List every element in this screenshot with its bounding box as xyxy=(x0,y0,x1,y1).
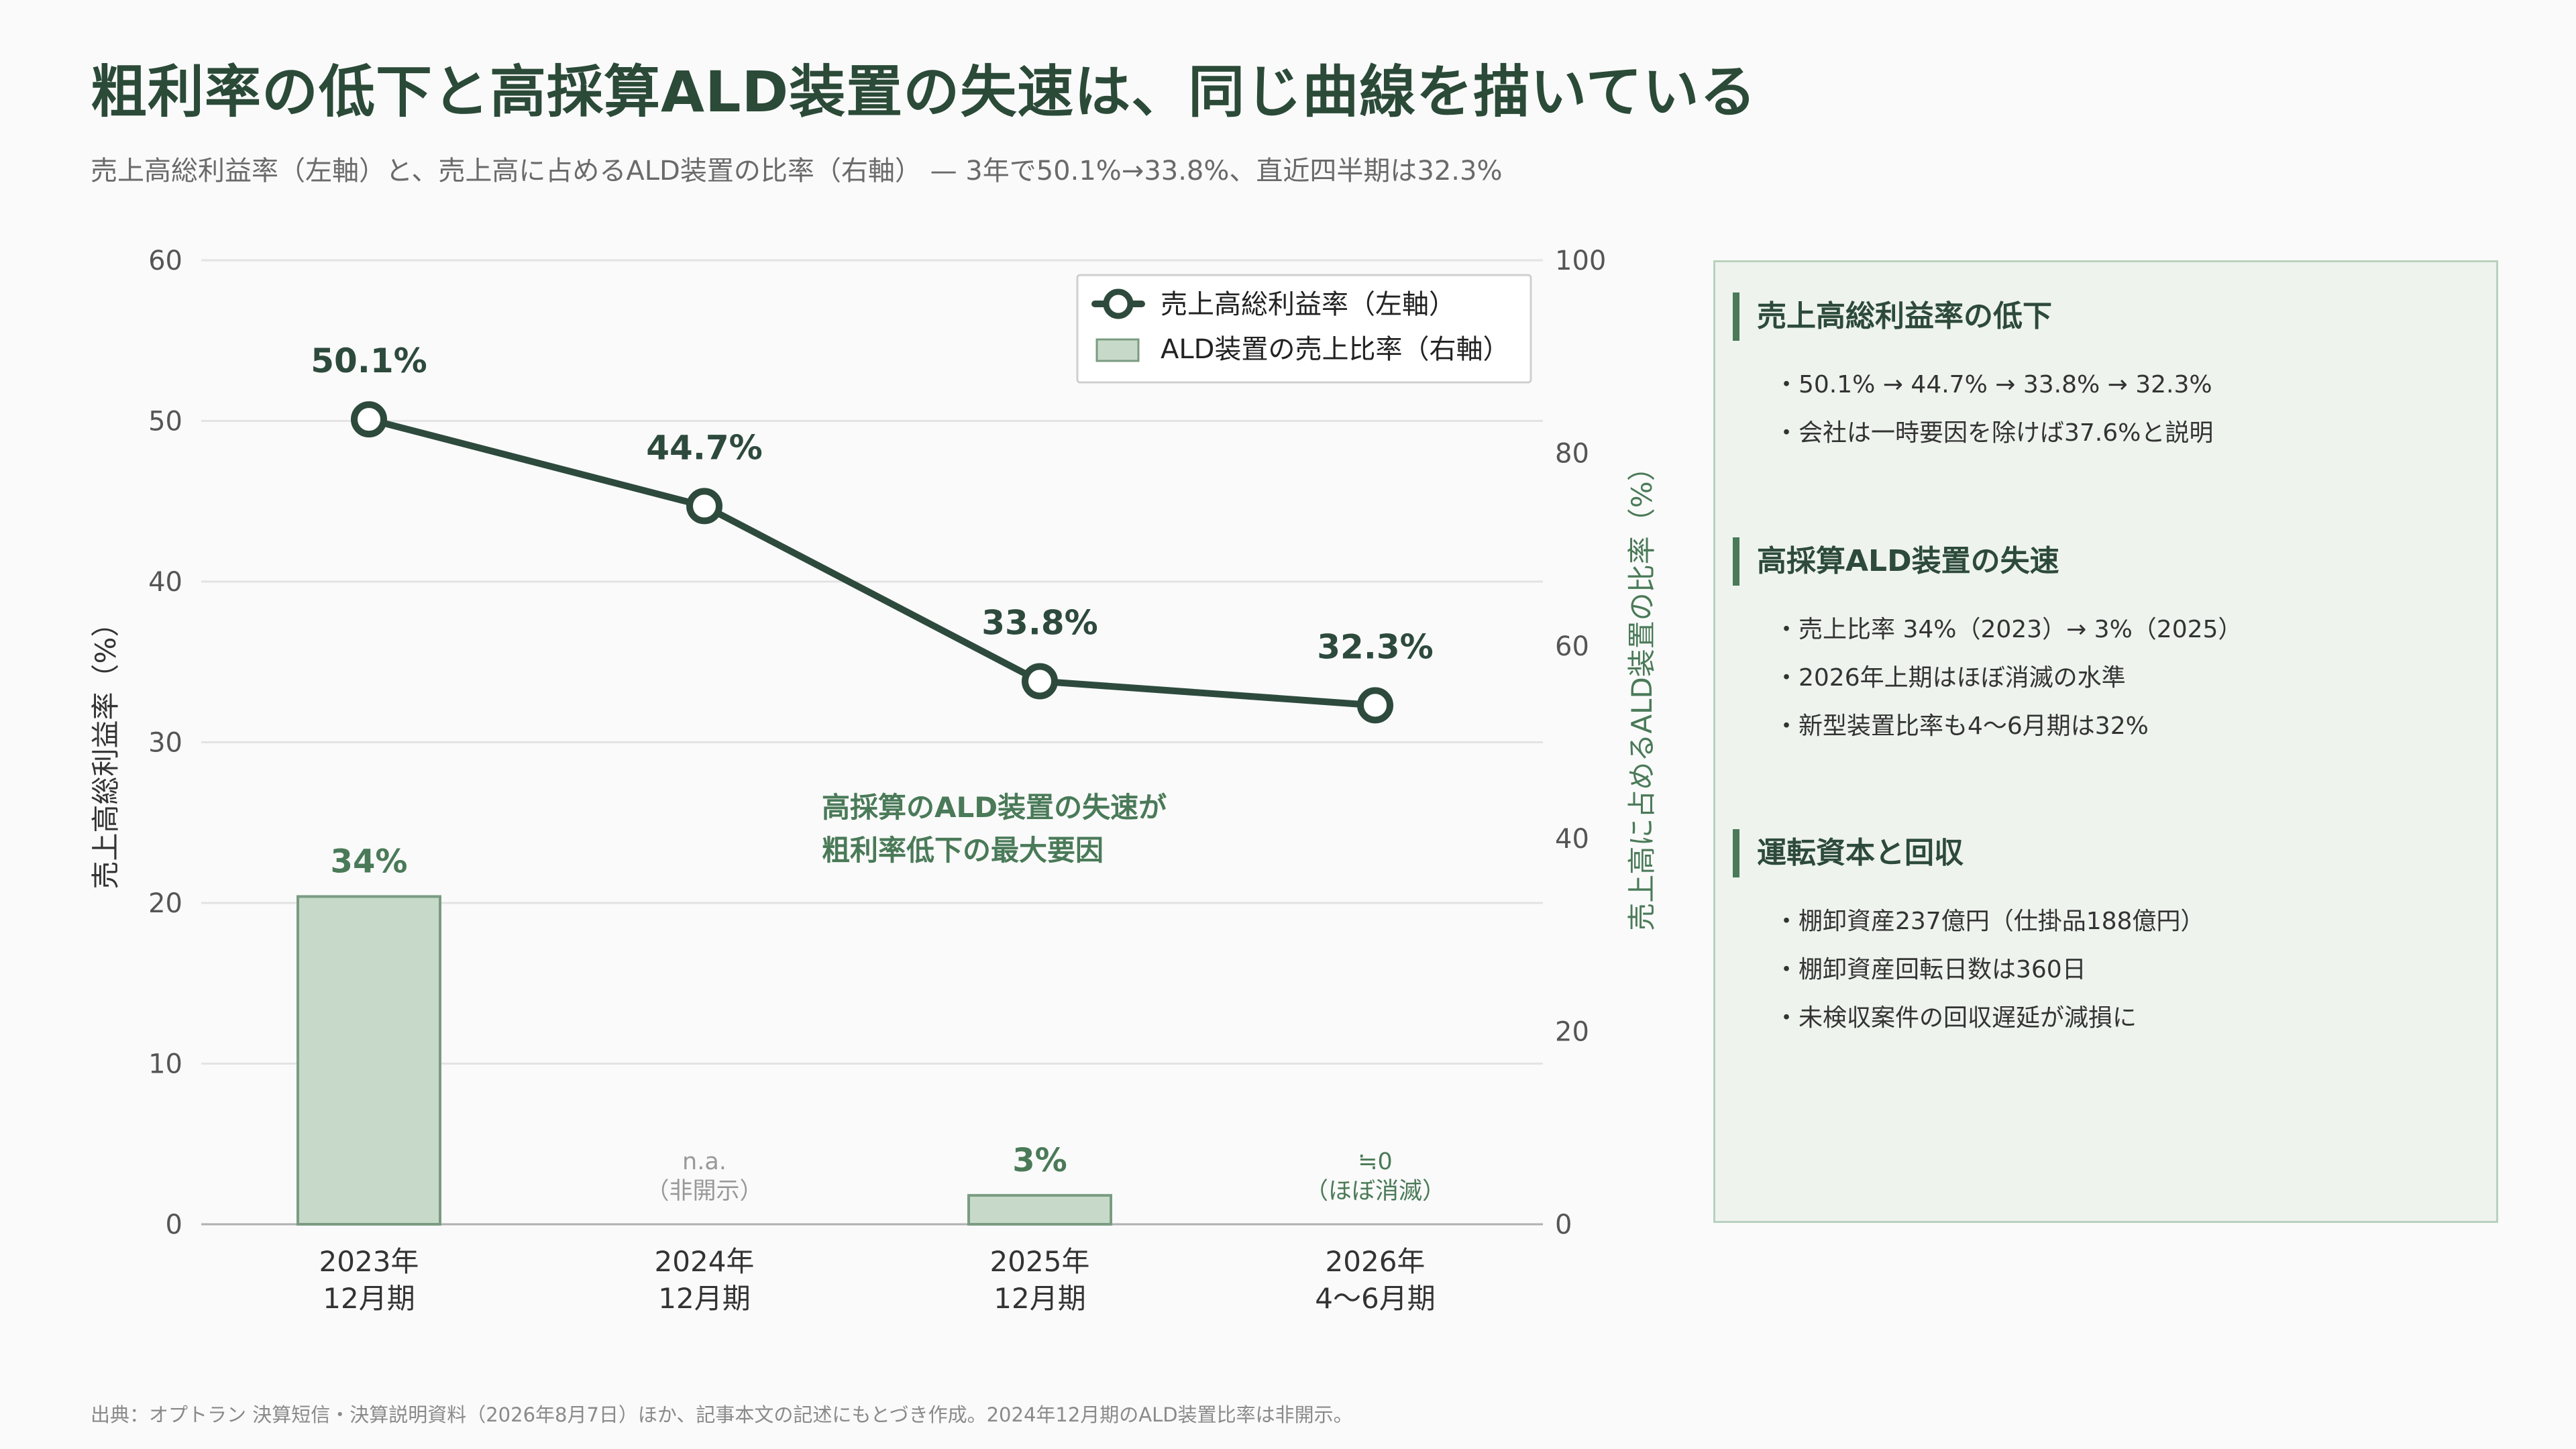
right-axis-tick-label: 40 xyxy=(1555,824,1589,855)
right-axis-tick-label: 80 xyxy=(1555,438,1589,469)
bar xyxy=(967,1193,1112,1226)
left-axis-tick-label: 60 xyxy=(148,246,182,276)
legend-bar-swatch xyxy=(1095,338,1140,362)
panel-list-item: ・2026年上期はほぼ消滅の水準 xyxy=(1774,664,2126,692)
legend-entry-label: 売上高総利益率（左軸） xyxy=(1161,289,1456,320)
page-title: 粗利率の低下と高採算ALD装置の失速は、同じ曲線を描いている xyxy=(91,59,1757,125)
line-series-path xyxy=(366,416,1379,709)
panel-list-item: ・未検収案件の回収遅延が減損に xyxy=(1774,1004,2137,1032)
line-point xyxy=(686,488,722,525)
source-note: 出典：オプトラン 決算短信・決算説明資料（2026年8月7日）ほか、記事本文の記… xyxy=(91,1403,1353,1426)
panel-list-item: ・売上比率 34%（2023）→ 3%（2025） xyxy=(1774,616,2243,643)
panel-section: 運転資本と回収・棚卸資産237億円（仕掛品188億円） ・棚卸資産回転日数は360… xyxy=(1733,829,2483,1042)
x-axis-tick-label: 2025年 xyxy=(990,1245,1090,1278)
line-data-label: 33.8% xyxy=(981,603,1097,642)
panel-section-heading: 高採算ALD装置の失速 xyxy=(1733,537,2483,586)
panel-list-item: ・棚卸資産回転日数は360日 xyxy=(1774,956,2086,983)
left-axis-title: 売上高総利益率（%） xyxy=(89,609,122,890)
right-axis-tick-label: 60 xyxy=(1555,631,1589,662)
left-axis-tick-label: 30 xyxy=(148,728,182,759)
panel-section: 売上高総利益率の低下・50.1% → 44.7% → 33.8% → 32.3%… xyxy=(1733,292,2483,458)
panel-list-item: ・棚卸資産237億円（仕掛品188億円） xyxy=(1774,908,2205,935)
panel-section-list: ・棚卸資産237億円（仕掛品188億円） ・棚卸資産回転日数は360日・未検収案件… xyxy=(1733,898,2483,1042)
x-axis-tick-label: 12月期 xyxy=(994,1282,1085,1315)
combo-chart: 0 10 20 30 40 50 60 0 20 40 60 80 100 売上高総利益率（%） 売上高に占… xyxy=(89,246,1658,1315)
right-axis-title: 売上高に占めるALD装置の比率（%） xyxy=(1625,453,1658,930)
right-axis-tick-label: 0 xyxy=(1555,1210,1572,1240)
panel-list-item: ・新型装置比率も4〜6月期は32% xyxy=(1774,712,2149,740)
page-subtitle: 売上高総利益率（左軸）と、売上高に占めるALD装置の比率（右軸） — 3年で50… xyxy=(91,156,1503,186)
legend-entry-label: ALD装置の売上比率（右軸） xyxy=(1161,334,1509,365)
panel-list-item: ・50.1% → 44.7% → 33.8% → 32.3% xyxy=(1774,371,2212,398)
left-axis-tick-label: 40 xyxy=(148,567,182,598)
bar-note-label: （非開示） xyxy=(645,1178,763,1205)
line-data-label: 44.7% xyxy=(646,428,762,467)
x-axis-tick-label: 12月期 xyxy=(323,1282,415,1315)
panel-section-heading: 運転資本と回収 xyxy=(1733,829,2483,877)
line-data-label: 32.3% xyxy=(1317,627,1433,666)
line-data-label: 50.1% xyxy=(311,341,427,380)
left-axis-tick-label: 50 xyxy=(148,407,182,437)
left-axis-tick-label: 0 xyxy=(166,1210,182,1240)
line-point xyxy=(1022,663,1058,700)
legend-box xyxy=(1076,274,1532,384)
bar xyxy=(297,895,441,1226)
line-point xyxy=(351,401,387,438)
legend: 売上高総利益率（左軸） ALD装置の売上比率（右軸） xyxy=(1076,274,1532,384)
chart-annotation: 高採算のALD装置の失速が xyxy=(822,791,1167,824)
chart-annotation: 粗利率低下の最大要因 xyxy=(822,834,1104,867)
bar-note-label: n.a. xyxy=(682,1148,727,1175)
x-axis-tick-label: 2023年 xyxy=(319,1245,419,1278)
panel-section-heading: 売上高総利益率の低下 xyxy=(1733,292,2483,341)
line-point xyxy=(1357,687,1393,724)
side-panel: 売上高総利益率の低下・50.1% → 44.7% → 33.8% → 32.3%… xyxy=(1713,260,2498,1223)
panel-section-list: ・売上比率 34%（2023）→ 3%（2025） ・2026年上期はほぼ消滅の水… xyxy=(1733,606,2483,751)
x-axis-tick-label: 2026年 xyxy=(1326,1245,1426,1278)
bar-note-label: （ほぼ消滅） xyxy=(1305,1178,1446,1205)
left-axis-tick-label: 10 xyxy=(148,1049,182,1080)
bar-data-label: 34% xyxy=(331,843,408,880)
bar-note-label: ≒0 xyxy=(1358,1148,1393,1175)
panel-section: 高採算ALD装置の失速・売上比率 34%（2023）→ 3%（2025） ・202… xyxy=(1733,537,2483,751)
panel-section-list: ・50.1% → 44.7% → 33.8% → 32.3% ・会社は一時要因を除… xyxy=(1733,361,2483,458)
x-axis-tick-label: 4〜6月期 xyxy=(1315,1282,1435,1315)
legend-marker-swatch xyxy=(1103,288,1134,319)
x-axis-tick-label: 2024年 xyxy=(655,1245,755,1278)
panel-list-item: ・会社は一時要因を除けば37.6%と説明 xyxy=(1774,419,2214,447)
bar-data-label: 3% xyxy=(1012,1142,1067,1179)
x-axis-tick-label: 12月期 xyxy=(658,1282,750,1315)
right-axis-tick-label: 100 xyxy=(1555,246,1606,276)
left-axis-tick-label: 20 xyxy=(148,888,182,919)
right-axis-tick-label: 20 xyxy=(1555,1017,1589,1048)
